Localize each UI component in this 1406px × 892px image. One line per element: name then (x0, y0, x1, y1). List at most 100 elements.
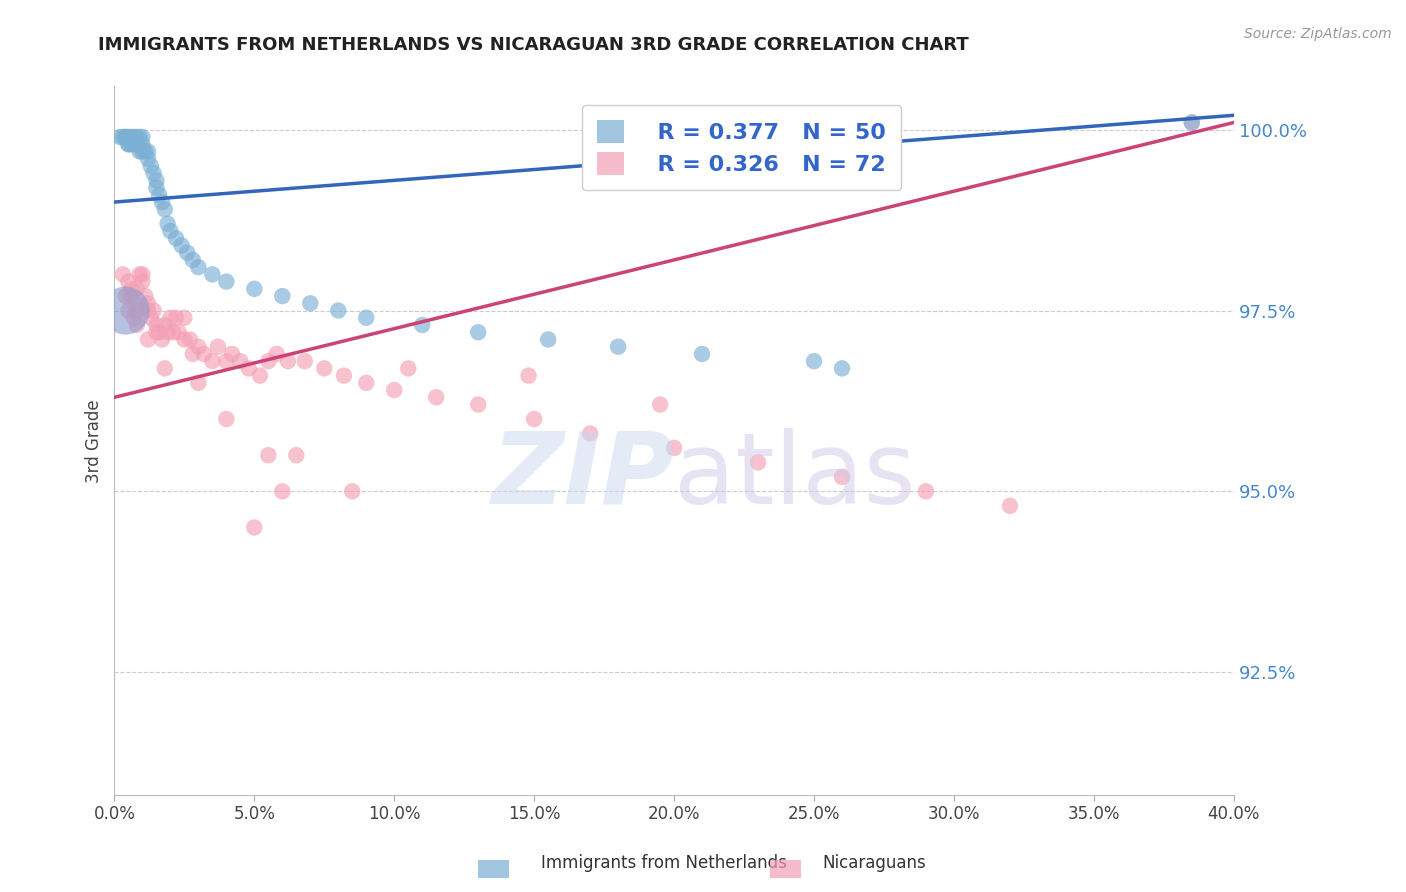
Point (181, 252, 204, 267)
Point (125, 137, 148, 152)
Point (179, 333, 201, 347)
Point (122, 310, 145, 325)
Point (915, 484, 938, 499)
Point (150, 195, 173, 210)
Point (128, 145, 150, 159)
Point (342, 484, 364, 499)
Point (607, 340, 630, 354)
Point (150, 333, 173, 347)
Point (238, 361, 260, 376)
Point (131, 268, 153, 282)
Point (128, 130, 150, 145)
Point (328, 303, 350, 318)
Point (271, 484, 294, 499)
Point (215, 412, 238, 426)
Point (257, 448, 280, 462)
Point (162, 325, 184, 339)
Point (299, 296, 322, 310)
Point (134, 145, 156, 159)
Point (108, 130, 131, 145)
Point (136, 152, 159, 166)
Point (187, 260, 209, 274)
Point (173, 310, 195, 325)
Point (187, 340, 209, 354)
Point (122, 137, 145, 152)
Point (114, 130, 136, 145)
Point (1181, 115, 1204, 129)
Point (167, 325, 190, 339)
Point (145, 173, 167, 187)
Point (117, 303, 139, 318)
Point (114, 130, 136, 145)
Point (125, 130, 148, 145)
Point (356, 310, 378, 325)
Point (998, 499, 1021, 513)
Point (648, 398, 671, 412)
Point (111, 130, 134, 145)
Point (176, 245, 198, 260)
Point (125, 303, 148, 318)
Point (148, 187, 170, 202)
Point (243, 282, 266, 296)
Point (111, 268, 134, 282)
Point (120, 282, 142, 296)
Point (537, 333, 560, 347)
Y-axis label: 3rd Grade: 3rd Grade (86, 399, 103, 483)
Point (136, 303, 159, 318)
Point (517, 368, 540, 383)
Point (257, 354, 280, 368)
Point (114, 289, 136, 303)
Point (314, 361, 336, 376)
Point (142, 166, 165, 180)
Point (142, 303, 165, 318)
Text: Immigrants from Netherlands: Immigrants from Netherlands (541, 855, 787, 872)
Text: atlas: atlas (673, 427, 915, 524)
Point (120, 289, 142, 303)
Point (145, 325, 167, 339)
Point (579, 426, 602, 441)
Point (747, 455, 769, 469)
Point (181, 347, 204, 361)
Point (131, 145, 153, 159)
Point (467, 325, 489, 339)
Point (131, 275, 153, 289)
Point (207, 340, 229, 354)
Point (201, 268, 224, 282)
Point (134, 289, 156, 303)
Legend:   R = 0.377   N = 50,   R = 0.326   N = 72: R = 0.377 N = 50, R = 0.326 N = 72 (582, 104, 901, 190)
Point (136, 145, 159, 159)
Point (356, 376, 378, 390)
Text: Nicaraguans: Nicaraguans (823, 855, 927, 872)
Point (117, 275, 139, 289)
Point (243, 520, 266, 534)
Point (139, 159, 162, 173)
Point (159, 310, 181, 325)
Point (170, 238, 193, 252)
Point (271, 289, 294, 303)
Point (148, 325, 170, 339)
Point (277, 354, 299, 368)
Point (831, 470, 853, 484)
Point (249, 368, 271, 383)
Point (125, 282, 148, 296)
Point (114, 303, 136, 318)
Point (145, 180, 167, 194)
Point (122, 130, 145, 145)
Point (1181, 115, 1204, 129)
Text: ZIP: ZIP (491, 427, 673, 524)
Point (117, 130, 139, 145)
Point (165, 231, 187, 245)
Point (117, 137, 139, 152)
Point (120, 137, 142, 152)
Point (201, 354, 224, 368)
Point (229, 354, 252, 368)
Point (285, 448, 308, 462)
Point (145, 318, 167, 332)
Point (193, 347, 215, 361)
Point (139, 310, 162, 325)
Point (153, 361, 176, 376)
Point (467, 398, 489, 412)
Point (153, 318, 176, 332)
Point (690, 347, 713, 361)
Point (266, 347, 288, 361)
